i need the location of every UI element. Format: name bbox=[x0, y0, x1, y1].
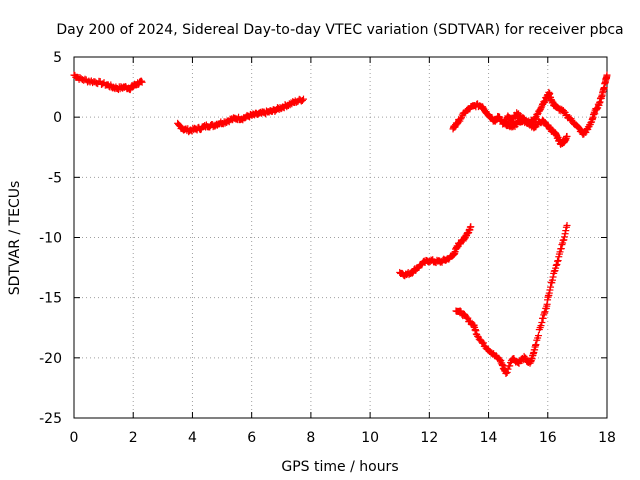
track-4-point bbox=[462, 313, 470, 321]
track-5-point bbox=[537, 104, 545, 112]
track-4-point bbox=[503, 368, 511, 376]
track-4-point bbox=[506, 362, 514, 370]
track-1-point bbox=[137, 77, 145, 85]
track-4-point bbox=[479, 339, 487, 347]
track-4-point bbox=[560, 233, 568, 241]
y-tick-label: 5 bbox=[53, 50, 62, 66]
x-axis-label: GPS time / hours bbox=[281, 459, 398, 475]
track-4-point bbox=[474, 332, 482, 340]
track-6-point bbox=[563, 132, 571, 140]
x-tick-label: 0 bbox=[70, 430, 79, 446]
x-tick-label: 14 bbox=[480, 430, 498, 446]
track-4-point bbox=[539, 314, 547, 322]
x-tick-label: 12 bbox=[420, 430, 438, 446]
data-points bbox=[70, 71, 611, 378]
track-4-point bbox=[538, 319, 546, 327]
track-4-point bbox=[541, 308, 549, 316]
track-4-point bbox=[540, 309, 548, 317]
x-tick-label: 10 bbox=[361, 430, 379, 446]
track-4-point bbox=[561, 230, 569, 238]
track-4-point bbox=[548, 276, 556, 284]
track-4-point bbox=[478, 338, 486, 346]
track-1-point bbox=[138, 78, 146, 86]
track-4-point bbox=[456, 307, 464, 315]
x-axis: 0 2 4 6 8 10 12 14 16 18 bbox=[70, 57, 616, 446]
track-4-point bbox=[540, 311, 548, 319]
track-5-point bbox=[603, 71, 611, 79]
y-axis: -25 -20 -15 -10 -5 0 5 bbox=[39, 50, 607, 427]
x-tick-label: 8 bbox=[306, 430, 315, 446]
track-4-point bbox=[547, 283, 555, 291]
track-5-point bbox=[568, 116, 576, 124]
track-3-point bbox=[467, 223, 475, 231]
y-tick-label: -10 bbox=[39, 231, 62, 247]
x-tick-label: 18 bbox=[598, 430, 616, 446]
track-4-point bbox=[562, 223, 570, 231]
track-4-point bbox=[532, 341, 540, 349]
y-axis-label: SDTVAR / TECUs bbox=[7, 181, 23, 296]
x-tick-label: 4 bbox=[188, 430, 197, 446]
y-tick-label: -5 bbox=[48, 170, 62, 186]
chart-title: Day 200 of 2024, Sidereal Day-to-day VTE… bbox=[56, 22, 623, 38]
track-4-point bbox=[554, 257, 562, 265]
track-4-point bbox=[549, 273, 557, 281]
track-4-point bbox=[545, 289, 553, 297]
track-2-point bbox=[299, 95, 307, 103]
x-tick-label: 2 bbox=[129, 430, 138, 446]
track-4-point bbox=[553, 261, 561, 269]
track-4-point bbox=[556, 248, 564, 256]
track-4-point bbox=[558, 241, 566, 249]
x-tick-label: 16 bbox=[539, 430, 557, 446]
track-5-point bbox=[457, 115, 465, 123]
track-4-point bbox=[552, 261, 560, 269]
y-tick-label: -15 bbox=[39, 291, 62, 307]
track-5-point bbox=[533, 111, 541, 119]
track-4-point bbox=[557, 245, 565, 253]
track-4-point bbox=[554, 257, 562, 265]
track-4-point bbox=[562, 227, 570, 235]
track-5-point bbox=[540, 99, 548, 107]
track-4-point bbox=[537, 322, 545, 330]
track-4-point bbox=[504, 365, 512, 373]
track-2-point bbox=[298, 96, 306, 104]
x-tick-label: 6 bbox=[247, 430, 256, 446]
track-4-point bbox=[563, 221, 571, 229]
track-4-point bbox=[534, 332, 542, 340]
y-tick-label: 0 bbox=[53, 110, 62, 126]
track-4-point bbox=[522, 354, 530, 362]
y-tick-label: -20 bbox=[39, 351, 62, 367]
y-tick-label: -25 bbox=[39, 411, 62, 427]
